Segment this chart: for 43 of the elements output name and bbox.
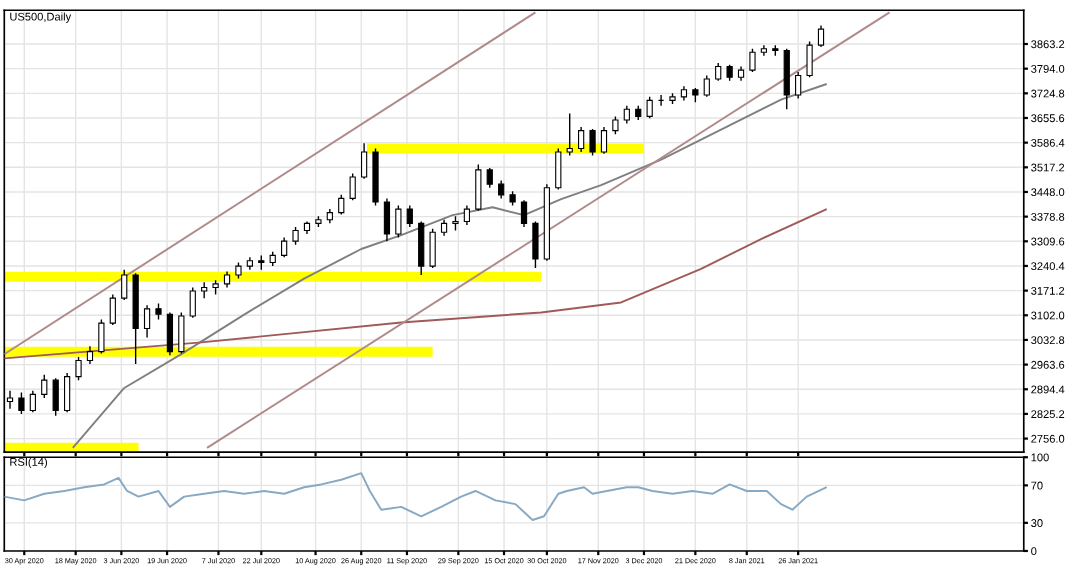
line-series: [4, 472, 828, 521]
candlestick: [795, 71, 802, 100]
candlestick: [383, 197, 391, 242]
candlestick: [360, 142, 368, 180]
candlestick: [429, 227, 436, 269]
candlestick: [98, 318, 105, 355]
candlestick: [703, 74, 710, 98]
candlestick: [486, 167, 493, 189]
candlestick: [18, 391, 25, 415]
candlestick: [646, 96, 653, 119]
candlestick: [121, 268, 128, 301]
candlestick: [189, 286, 196, 319]
candlestick: [532, 220, 539, 269]
line-series: [71, 83, 828, 449]
candlestick: [749, 48, 756, 73]
candlestick: [201, 281, 208, 299]
candlestick: [166, 311, 174, 356]
candlestick: [475, 163, 482, 212]
candlestick: [63, 372, 71, 413]
candlestick: [143, 304, 151, 339]
candlestick: [406, 204, 413, 228]
candlestick: [555, 147, 562, 191]
candlestick: [109, 293, 116, 326]
candlestick: [349, 172, 356, 201]
line-series: [4, 208, 828, 360]
candlestick: [395, 204, 402, 239]
candlestick: [520, 199, 528, 228]
candlestick: [338, 194, 345, 216]
candlestick: [806, 40, 813, 78]
candlestick: [29, 390, 36, 413]
candlestick: [817, 24, 825, 48]
candlestick: [566, 112, 573, 157]
candlestick: [75, 356, 82, 381]
candlestick: [783, 48, 790, 110]
candlestick: [600, 126, 608, 155]
candlestick: [178, 311, 185, 355]
candlestick: [463, 204, 471, 226]
candlestick: [52, 377, 59, 417]
candlestick: [589, 128, 596, 157]
candlestick: [418, 220, 425, 276]
candlestick: [41, 374, 48, 399]
candlestick: [578, 126, 585, 153]
candlestick: [281, 236, 288, 258]
